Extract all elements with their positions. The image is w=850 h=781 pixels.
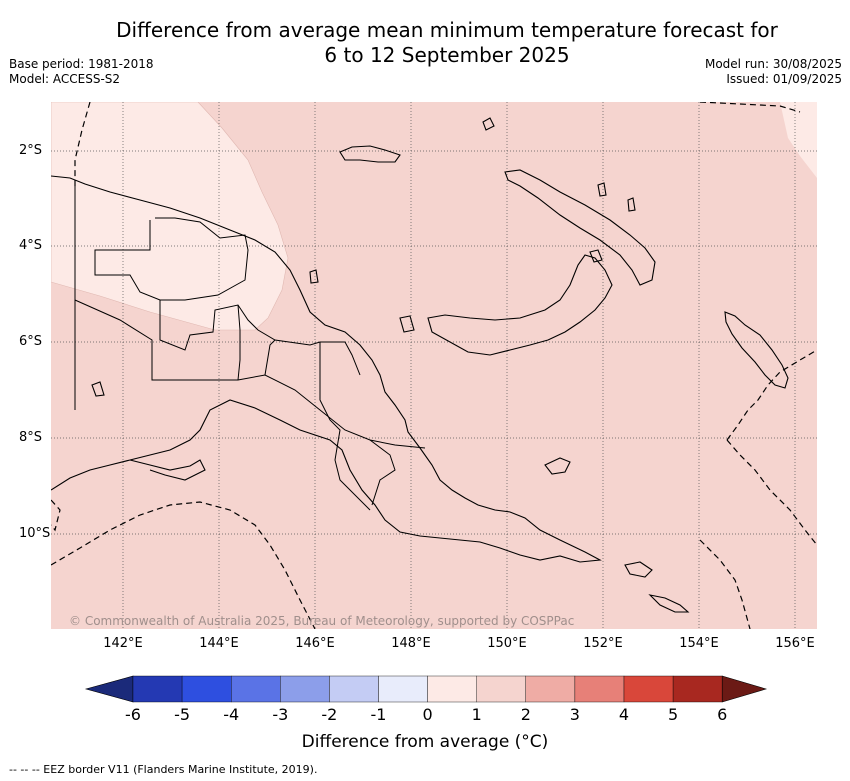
lat-tick-6s: 6°S — [19, 334, 43, 349]
small-island-5 — [589, 249, 603, 263]
small-island-3 — [309, 269, 319, 284]
colorbar-swatch — [672, 675, 723, 703]
colorbar-tick-label: 2 — [520, 705, 531, 724]
colorbar-swatch — [132, 675, 183, 703]
rossel-coast — [648, 594, 690, 613]
fly-delta-coast — [129, 459, 206, 481]
dentrecasteaux-coast — [544, 457, 571, 475]
eez-footnote: -- -- -- EEZ border V11 (Flanders Marine… — [9, 763, 318, 776]
lon-tick-142: 142°E — [103, 636, 143, 651]
lat-tick-4s: 4°S — [19, 238, 43, 253]
colorbar-swatch — [378, 675, 428, 703]
lon-tick-152: 152°E — [583, 636, 623, 651]
new-ireland-coast — [504, 169, 656, 286]
colorbar-tick-label: 4 — [618, 705, 630, 724]
lon-tick-144: 144°E — [199, 636, 239, 651]
colorbar-swatch — [525, 675, 576, 703]
meta-right: Model run: 30/08/2025 Issued: 01/09/2025 — [705, 57, 842, 87]
colorbar — [84, 675, 768, 703]
new-britain-coast — [427, 254, 613, 356]
issued-date: Issued: 01/09/2025 — [726, 72, 842, 86]
base-period: Base period: 1981-2018 — [9, 57, 154, 71]
model-name: Model: ACCESS-S2 — [9, 72, 121, 86]
colorbar-tick-label: 6 — [717, 705, 728, 724]
colorbar-tick-label: -6 — [125, 705, 141, 724]
colorbar-arrow-high — [721, 675, 768, 703]
eez-borders — [51, 102, 817, 629]
new-guinea-coast — [51, 175, 602, 563]
small-island-2 — [597, 182, 607, 197]
lon-tick-154: 154°E — [679, 636, 719, 651]
manus-coast — [339, 145, 401, 163]
title-line-2: 6 to 12 September 2025 — [324, 43, 570, 67]
colorbar-tick-label: 0 — [422, 705, 433, 724]
colorbar-swatch — [329, 675, 379, 703]
province-borders — [74, 185, 426, 511]
lat-tick-10s: 10°S — [19, 526, 51, 541]
colorbar-arrow-low — [84, 675, 134, 703]
colorbar-tick-label: -5 — [174, 705, 191, 724]
lat-tick-2s: 2°S — [19, 143, 43, 158]
title-line-1: Difference from average mean minimum tem… — [116, 18, 778, 42]
colorbar-swatch — [476, 675, 527, 703]
bougainville-coast — [724, 311, 789, 389]
lon-tick-148: 148°E — [391, 636, 431, 651]
copyright-text: © Commonwealth of Australia 2025, Bureau… — [69, 614, 575, 628]
model-run: Model run: 30/08/2025 — [704, 57, 842, 71]
colorbar-tick-label: -1 — [370, 705, 387, 724]
small-island-1 — [482, 117, 495, 131]
small-island-4 — [399, 315, 415, 333]
colorbar-swatch — [280, 675, 330, 703]
colorbar-tick-label: 1 — [471, 705, 482, 724]
lon-tick-146: 146°E — [295, 636, 335, 651]
anomaly-field-0-1-west — [51, 102, 289, 331]
meta-left: Base period: 1981-2018 Model: ACCESS-S2 — [9, 57, 154, 87]
graticule — [51, 102, 817, 629]
colorbar-tick-label: 5 — [668, 705, 679, 724]
colorbar-swatch — [623, 675, 674, 703]
anomaly-field-0-1-northeast — [780, 102, 817, 178]
lon-tick-156: 156°E — [775, 636, 815, 651]
colorbar-tick-label: -2 — [321, 705, 338, 724]
colorbar-label: Difference from average (°C) — [301, 732, 549, 752]
coastlines — [51, 117, 789, 613]
lat-tick-8s: 8°S — [19, 430, 43, 445]
small-island-7 — [91, 381, 105, 397]
colorbar-tick-label: 3 — [569, 705, 580, 724]
colorbar-swatch — [574, 675, 625, 703]
small-island-6 — [627, 197, 636, 212]
colorbar-tick-label: -3 — [272, 705, 289, 724]
colorbar-swatch — [427, 675, 477, 703]
chart-title: Difference from average mean minimum tem… — [0, 18, 850, 68]
colorbar-tick-label: -4 — [223, 705, 240, 724]
lon-tick-150: 150°E — [487, 636, 527, 651]
louisiade-coast — [624, 561, 653, 578]
colorbar-swatch — [230, 675, 281, 703]
map-figure — [51, 102, 817, 629]
colorbar-swatch — [181, 675, 232, 703]
